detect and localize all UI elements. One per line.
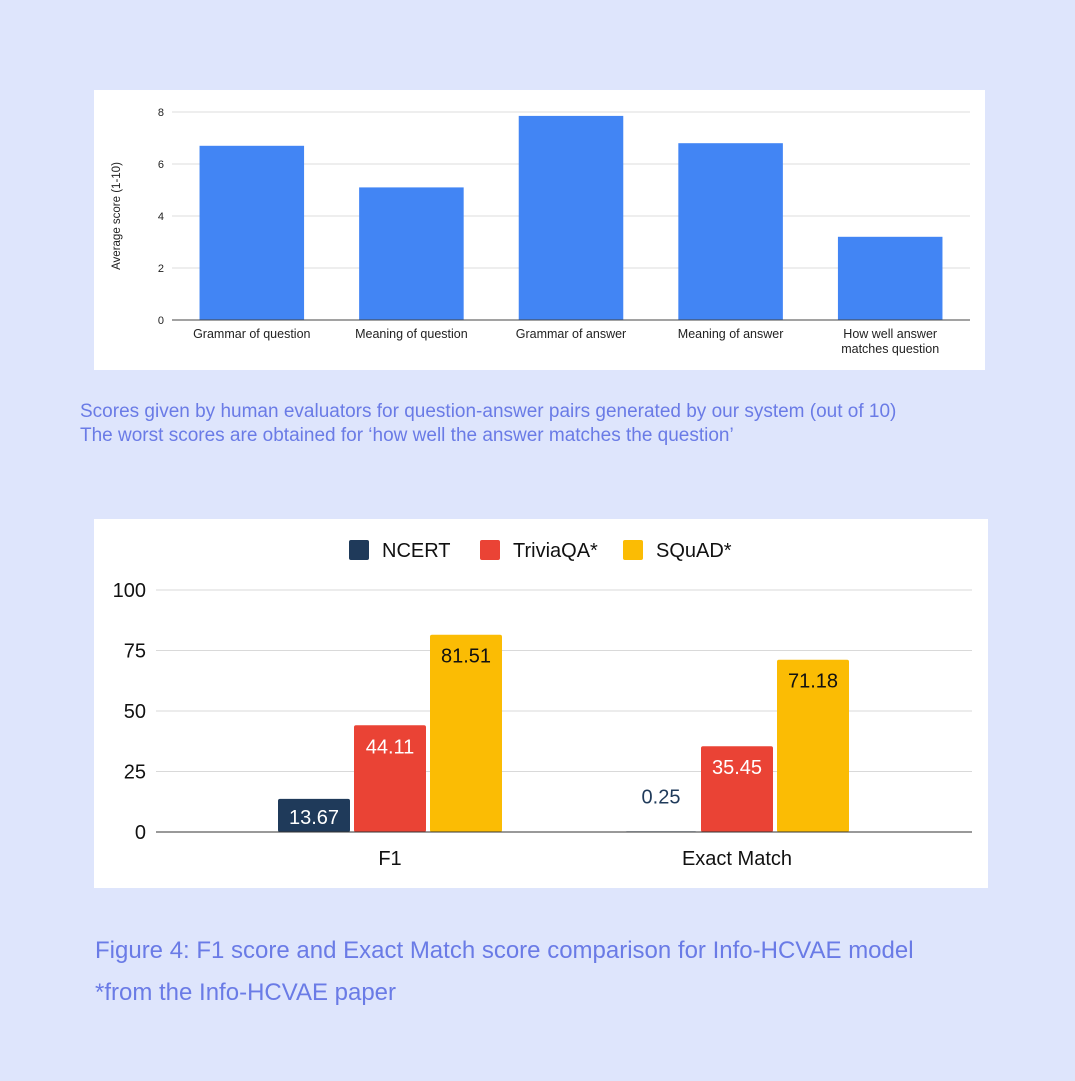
chart2-legend-swatch — [480, 540, 500, 560]
chart2-y-tick-label: 75 — [124, 641, 146, 663]
chart1-y-tick-label: 6 — [158, 159, 164, 171]
chart2-data-label: 35.45 — [712, 757, 762, 779]
chart2-legend-swatch — [349, 540, 369, 560]
chart2-bar — [701, 746, 773, 832]
chart2-y-tick-label: 100 — [113, 580, 146, 602]
chart1-x-tick-label-line: Meaning of question — [355, 327, 468, 341]
chart1-caption: Scores given by human evaluators for que… — [80, 400, 1060, 448]
chart1-x-tick-label-line: Grammar of question — [193, 327, 310, 341]
chart1-panel: 0 2 4 6 8 Grammar of question Meaning of quest… — [94, 90, 985, 370]
chart1-x-tick-label: How well answer matches question — [841, 327, 939, 356]
chart2-data-label: 0.25 — [642, 786, 681, 808]
chart1-caption-line2: The worst scores are obtained for ‘how w… — [80, 425, 734, 446]
chart2-caption-line2: *from the Info-HCVAE paper — [95, 979, 397, 1006]
chart1-caption-line1: Scores given by human evaluators for que… — [80, 401, 897, 422]
chart1-x-tick-label: Meaning of question — [355, 327, 468, 341]
chart2-data-label: 81.51 — [441, 646, 491, 668]
chart1-x-tick-label-line: How well answer — [843, 327, 937, 341]
chart2-x-tick-label: Exact Match — [682, 848, 792, 870]
chart1-y-tick-label: 2 — [158, 263, 164, 275]
chart2-bar — [354, 725, 426, 832]
chart2-legend-label: SQuAD* — [656, 540, 732, 562]
chart1-bar — [678, 143, 783, 320]
chart2-bar — [777, 659, 849, 832]
chart1-x-tick-label-line: Meaning of answer — [678, 327, 784, 341]
chart1-x-tick-label: Grammar of question — [193, 327, 310, 341]
chart1-y-tick-label: 4 — [158, 211, 164, 223]
chart1-y-tick-label: 8 — [158, 107, 164, 119]
chart2-caption-line1: Figure 4: F1 score and Exact Match score… — [95, 937, 914, 964]
chart1-bar — [837, 236, 943, 320]
chart2-legend-swatch — [623, 540, 643, 560]
chart2-y-tick-label: 50 — [124, 701, 146, 723]
chart2-bar — [278, 798, 350, 832]
chart2-data-label: 13.67 — [289, 807, 339, 829]
chart2-caption: Figure 4: F1 score and Exact Match score… — [95, 930, 1065, 1014]
chart1-svg: 0 2 4 6 8 Grammar of question Meaning of quest… — [111, 107, 970, 356]
chart1-x-tick-label-line: Grammar of answer — [516, 327, 626, 341]
chart1-x-tick-label-line: matches question — [841, 342, 939, 356]
chart1-x-tick-label: Meaning of answer — [678, 327, 784, 341]
chart1-bar — [199, 145, 305, 320]
chart2-legend-label: TriviaQA* — [513, 540, 598, 562]
chart2-legend-label: NCERT — [382, 540, 451, 562]
chart2-bar — [430, 634, 502, 832]
chart2-panel: 0 25 50 75 100 NCERT TriviaQA* SQuAD* 13.67 44.11… — [94, 519, 988, 888]
chart1-x-tick-label: Grammar of answer — [516, 327, 626, 341]
chart2-svg: 0 25 50 75 100 NCERT TriviaQA* SQuAD* 13.67 44.11… — [113, 540, 972, 870]
chart1-y-tick-label: 0 — [158, 315, 164, 327]
chart1-bar — [359, 187, 464, 320]
chart2-x-tick-label: F1 — [378, 848, 401, 870]
chart2-data-label: 44.11 — [366, 736, 415, 758]
chart1-y-axis-label: Average score (1-10) — [111, 162, 123, 270]
chart2-y-tick-label: 25 — [124, 762, 146, 784]
chart1-bar — [518, 115, 624, 321]
chart2-y-tick-label: 0 — [135, 822, 146, 844]
chart2-data-label: 71.18 — [788, 671, 838, 693]
